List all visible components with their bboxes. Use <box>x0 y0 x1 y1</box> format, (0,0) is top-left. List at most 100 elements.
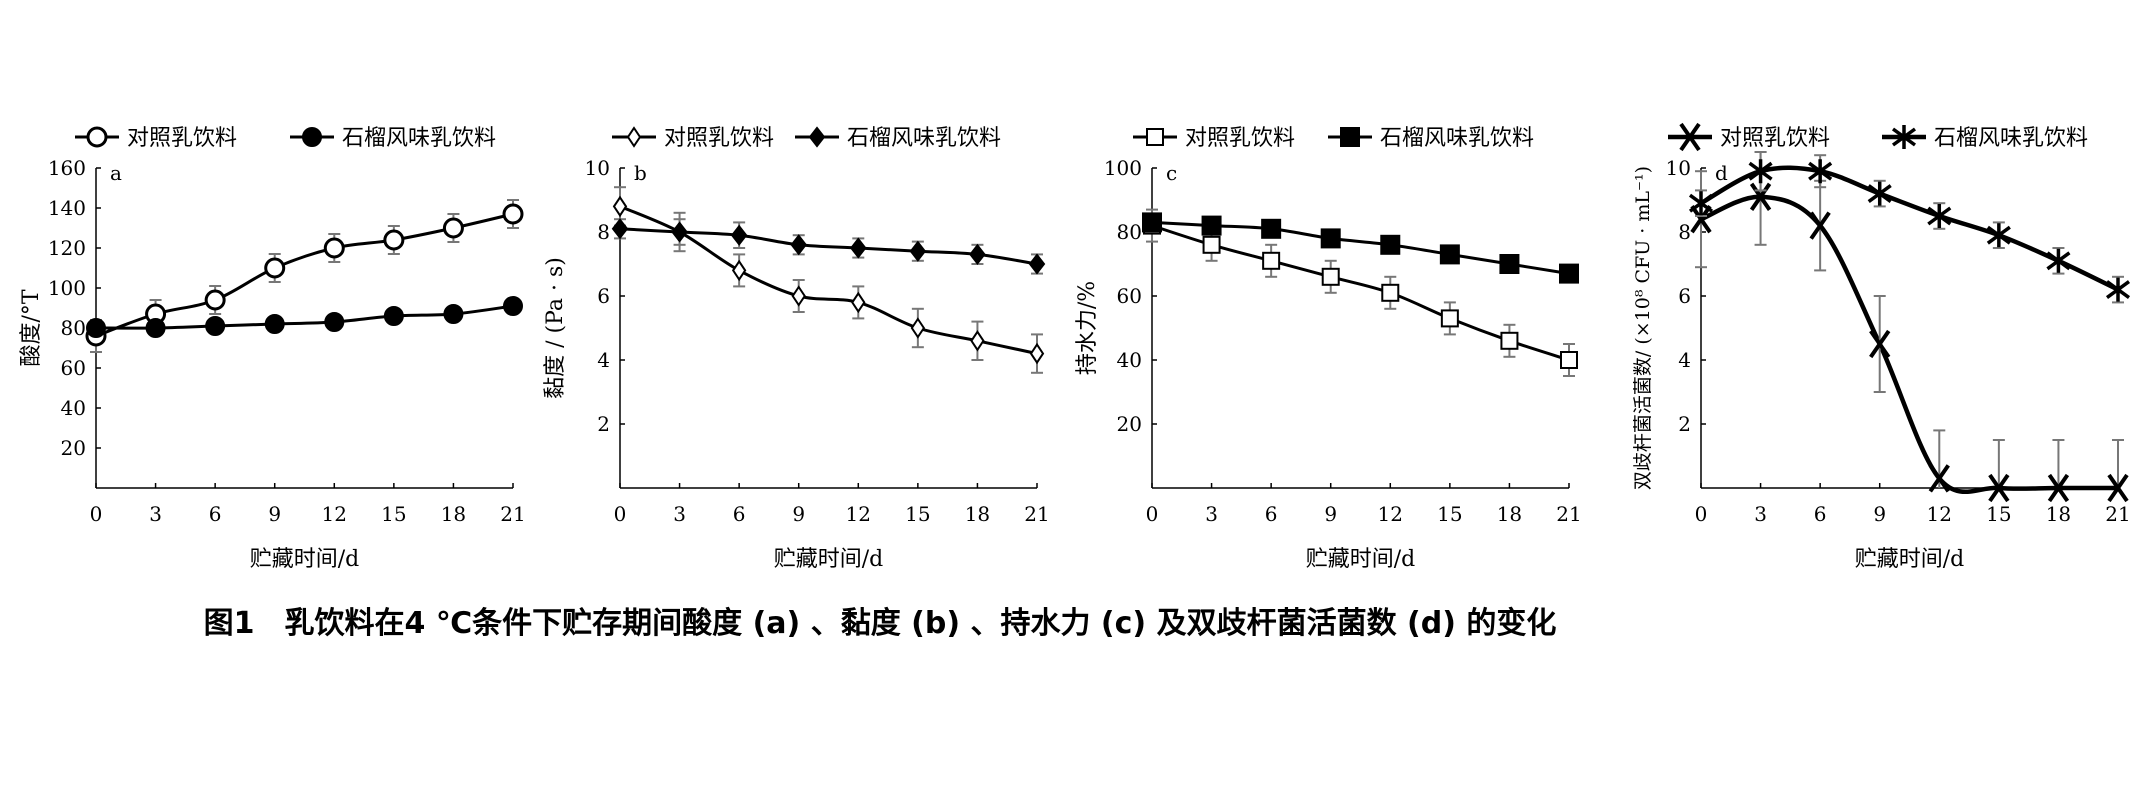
legend-marker <box>86 126 108 148</box>
chart-panel-a: 20 40 60 80 100 120 140 160 0 3 6 9 12 15 18 21 a 贮藏时间/d 酸… <box>19 126 526 572</box>
x-axis-label: 贮藏时间/d <box>1855 547 1965 572</box>
y-tick-label: 10 <box>585 156 610 180</box>
series-pomegranate <box>86 296 523 338</box>
y-axis-label: 酸度/°T <box>19 289 44 366</box>
data-point <box>1559 263 1579 284</box>
legend-item: 石榴风味乳饮料 <box>1882 125 2088 151</box>
data-point <box>2107 473 2129 503</box>
x-tick-label: 6 <box>209 502 222 526</box>
legend-label: 对照乳饮料 <box>1185 126 1295 151</box>
data-point <box>1439 244 1460 265</box>
legend-item: 对照乳饮料 <box>75 126 237 151</box>
y-tick-label: 2 <box>1678 412 1691 436</box>
series-control <box>1690 151 2129 503</box>
x-tick-label: 6 <box>1814 502 1827 526</box>
data-point <box>1988 473 2010 503</box>
y-tick-label: 100 <box>48 276 86 300</box>
y-tick-label: 4 <box>1678 348 1691 372</box>
legend-label: 石榴风味乳饮料 <box>342 126 496 151</box>
x-tick-label: 0 <box>90 502 103 526</box>
data-point <box>671 221 688 243</box>
data-point <box>970 329 985 352</box>
legend-item: 对照乳饮料 <box>1133 126 1295 151</box>
x-tick-label: 18 <box>2046 502 2071 526</box>
data-point <box>1321 267 1340 286</box>
y-tick-label: 10 <box>1666 156 1691 180</box>
legend-item: 石榴风味乳饮料 <box>795 126 1001 151</box>
legend-marker <box>302 127 322 147</box>
data-point <box>1029 342 1045 365</box>
y-tick-label: 6 <box>1678 284 1691 308</box>
data-point <box>2105 277 2131 302</box>
data-point <box>909 240 927 262</box>
chart-panel-d: 2 4 6 8 10 0 3 6 9 12 15 18 21 d 贮藏时间/d 双歧杆菌活菌数/ (×10⁸ … <box>1632 122 2131 572</box>
x-tick-label: 18 <box>1497 502 1522 526</box>
data-point <box>1381 283 1400 302</box>
y-tick-label: 8 <box>597 220 610 244</box>
data-point <box>1748 159 1773 184</box>
x-tick-label: 3 <box>673 502 686 526</box>
legend-label: 对照乳饮料 <box>664 126 774 151</box>
panel-label: b <box>634 161 647 185</box>
y-tick-label: 40 <box>61 396 86 420</box>
data-point <box>1440 309 1459 328</box>
data-point <box>969 243 986 266</box>
y-tick-label: 4 <box>597 348 610 372</box>
legend-label: 对照乳饮料 <box>127 126 237 151</box>
x-tick-label: 12 <box>846 502 871 526</box>
data-point <box>1499 254 1520 274</box>
x-tick-label: 21 <box>2105 502 2130 526</box>
data-point <box>1808 159 1833 184</box>
series-line <box>1699 165 2119 292</box>
y-axis-label: 黏度 / (Pa · s) <box>543 257 568 399</box>
data-point <box>383 306 404 326</box>
x-tick-label: 18 <box>441 502 466 526</box>
y-axis-label: 持水力/% <box>1075 281 1100 375</box>
legend-item: 对照乳饮料 <box>612 126 774 151</box>
data-point <box>1560 351 1578 369</box>
data-point <box>790 234 807 256</box>
data-point <box>1500 331 1519 350</box>
y-tick-label: 80 <box>61 316 86 340</box>
x-tick-label: 3 <box>149 502 162 526</box>
x-tick-label: 15 <box>381 502 406 526</box>
x-tick-label: 9 <box>1324 502 1337 526</box>
figure-caption: 图1 乳饮料在4 ℃条件下贮存期间酸度 (a) 、黏度 (b) 、持水力 (c)… <box>203 606 1557 641</box>
series-control <box>1143 208 1578 377</box>
data-point <box>264 257 286 279</box>
legend-marker <box>626 126 642 148</box>
data-point <box>1320 228 1341 249</box>
x-tick-label: 21 <box>500 502 525 526</box>
data-point <box>264 314 285 334</box>
y-tick-label: 140 <box>48 196 86 220</box>
x-tick-label: 15 <box>1986 502 2011 526</box>
legend-label: 对照乳饮料 <box>1720 126 1830 151</box>
data-point <box>612 195 628 218</box>
y-tick-label: 120 <box>48 236 86 260</box>
x-tick-label: 12 <box>1378 502 1403 526</box>
x-tick-label: 9 <box>268 502 281 526</box>
data-point <box>850 237 867 259</box>
data-point <box>2047 473 2070 503</box>
legend-marker <box>1340 127 1360 147</box>
data-point <box>1927 204 1952 228</box>
legend-marker <box>1891 125 1917 149</box>
y-tick-label: 80 <box>1117 220 1142 244</box>
y-tick-label: 2 <box>597 412 610 436</box>
series-control <box>612 186 1045 374</box>
data-point <box>731 259 747 282</box>
data-point <box>791 285 806 307</box>
data-point <box>730 224 748 246</box>
data-point <box>323 237 345 259</box>
data-point <box>1201 215 1222 236</box>
legend-item: 石榴风味乳饮料 <box>290 126 496 151</box>
x-tick-label: 12 <box>1927 502 1952 526</box>
x-tick-label: 21 <box>1024 502 1049 526</box>
data-point <box>204 289 226 311</box>
chart-panel-c: 20 40 60 80 100 0 3 6 9 12 15 18 21 c 贮藏时间/d 持水力/% 对照乳饮料… <box>1075 126 1582 572</box>
data-point <box>1380 234 1401 255</box>
data-point <box>910 317 926 339</box>
data-point <box>442 217 464 239</box>
y-tick-label: 160 <box>48 156 86 180</box>
